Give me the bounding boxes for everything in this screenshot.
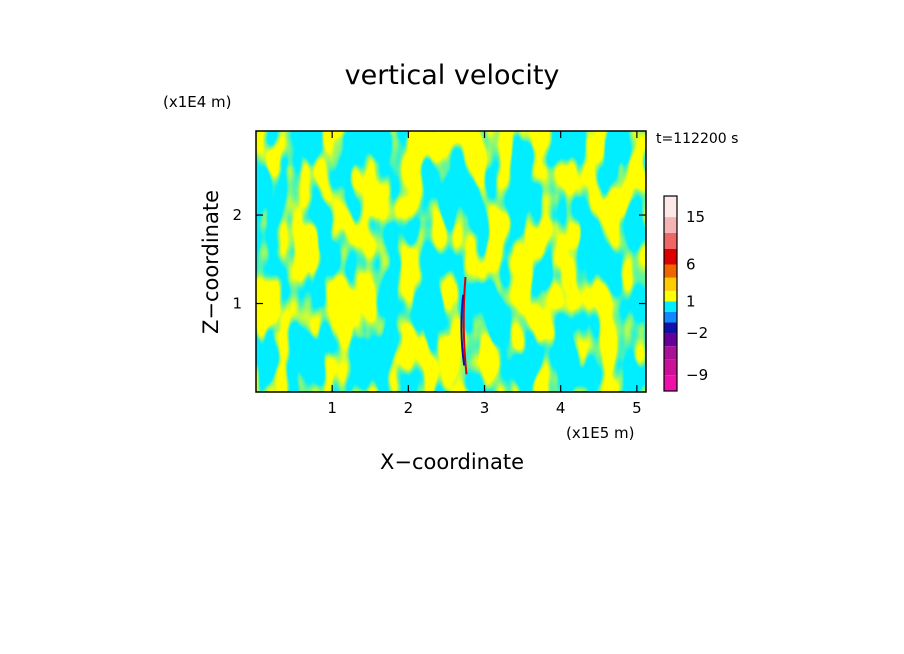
colorbar-frame [663,195,678,392]
colorbar-swatch [664,311,677,323]
colorbar-swatch [664,196,677,218]
colorbar-swatch [664,346,677,360]
plot-area [256,131,646,392]
plot-frame [255,130,647,393]
x-axis: 1 2 3 4 5 [327,131,642,417]
field-positive-region [256,131,646,392]
colorbar-swatch [664,264,677,278]
colorbar-swatch [664,359,677,376]
y-axis-label: Z−coordinate [199,190,223,334]
colorbar-swatch [664,301,677,312]
colorbar-tick-label: 1 [686,292,696,310]
x-tick-label: 4 [556,399,566,417]
y-tick-label: 2 [232,206,242,224]
y-axis: 12 [232,206,646,313]
colorbar-swatch [664,290,677,302]
colorbar-swatch [664,277,677,291]
time-label: t=112200 s [656,131,738,147]
colorbar: 15 6 1 −2 −9 [663,195,708,392]
chart-title: vertical velocity [345,60,560,91]
x-tick-label: 3 [480,399,490,417]
colorbar-tick-label: −2 [686,324,708,342]
feature-streak-0 [462,276,468,375]
colorbar-tick-label: 6 [686,256,696,274]
x-tick-label: 5 [632,399,642,417]
colorbar-tick-label: 15 [686,208,705,226]
feature-streak-1 [460,294,466,366]
y-scale-label: (x1E4 m) [163,93,232,111]
x-tick-label: 2 [404,399,414,417]
y-tick-label: 1 [232,295,242,313]
x-tick-label: 1 [327,399,337,417]
x-scale-label: (x1E5 m) [566,424,635,442]
colorbar-swatch [664,248,677,265]
colorbar-swatch [664,375,677,391]
x-axis-label: X−coordinate [380,450,524,474]
colorbar-tick-label: −9 [686,366,708,384]
colorbar-swatch [664,333,677,347]
colorbar-swatch [664,322,677,334]
colorbar-swatch [664,232,677,249]
colorbar-swatch [664,217,677,233]
